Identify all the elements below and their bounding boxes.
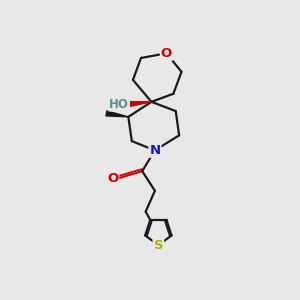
Polygon shape bbox=[128, 102, 152, 107]
Text: O: O bbox=[107, 172, 118, 184]
Text: HO: HO bbox=[109, 98, 129, 111]
Text: O: O bbox=[161, 47, 172, 60]
Text: S: S bbox=[154, 238, 163, 252]
Polygon shape bbox=[106, 111, 128, 117]
Text: N: N bbox=[149, 144, 161, 157]
